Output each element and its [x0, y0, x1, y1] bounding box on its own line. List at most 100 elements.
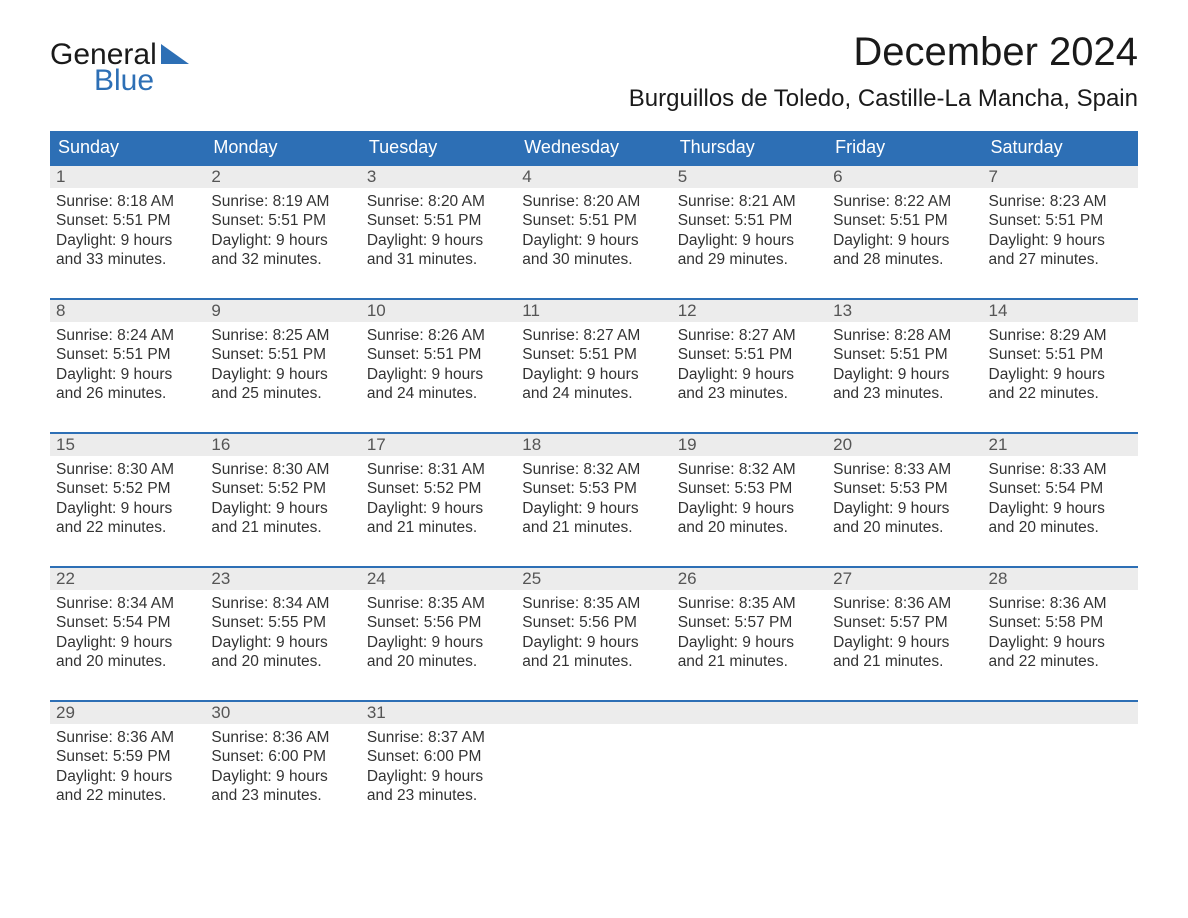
day-number: 29: [50, 702, 205, 724]
sunset-line: Sunset: 5:51 PM: [522, 211, 665, 230]
daylight-line-2: and 23 minutes.: [211, 786, 354, 805]
day-details: Sunrise: 8:21 AMSunset: 5:51 PMDaylight:…: [672, 188, 827, 270]
sunset-line: Sunset: 5:57 PM: [833, 613, 976, 632]
week-row: 29Sunrise: 8:36 AMSunset: 5:59 PMDayligh…: [50, 700, 1138, 820]
daylight-line-2: and 23 minutes.: [833, 384, 976, 403]
sunrise-line: Sunrise: 8:35 AM: [522, 594, 665, 613]
day-header-thu: Thursday: [672, 131, 827, 164]
daylight-line-1: Daylight: 9 hours: [367, 767, 510, 786]
day-details: Sunrise: 8:27 AMSunset: 5:51 PMDaylight:…: [672, 322, 827, 404]
daylight-line-1: Daylight: 9 hours: [367, 365, 510, 384]
day-number: 27: [827, 568, 982, 590]
calendar-cell: 18Sunrise: 8:32 AMSunset: 5:53 PMDayligh…: [516, 434, 671, 552]
day-number: 19: [672, 434, 827, 456]
daylight-line-1: Daylight: 9 hours: [211, 231, 354, 250]
sunset-line: Sunset: 6:00 PM: [367, 747, 510, 766]
daylight-line-1: Daylight: 9 hours: [367, 633, 510, 652]
sunset-line: Sunset: 5:51 PM: [989, 211, 1132, 230]
sunrise-line: Sunrise: 8:36 AM: [989, 594, 1132, 613]
day-details: Sunrise: 8:35 AMSunset: 5:56 PMDaylight:…: [516, 590, 671, 672]
day-number: 24: [361, 568, 516, 590]
daylight-line-1: Daylight: 9 hours: [522, 231, 665, 250]
sunset-line: Sunset: 5:51 PM: [211, 345, 354, 364]
daylight-line-1: Daylight: 9 hours: [522, 499, 665, 518]
sunrise-line: Sunrise: 8:32 AM: [678, 460, 821, 479]
daylight-line-1: Daylight: 9 hours: [56, 767, 199, 786]
day-number: 20: [827, 434, 982, 456]
day-details: Sunrise: 8:25 AMSunset: 5:51 PMDaylight:…: [205, 322, 360, 404]
day-details: Sunrise: 8:33 AMSunset: 5:53 PMDaylight:…: [827, 456, 982, 538]
day-details: Sunrise: 8:26 AMSunset: 5:51 PMDaylight:…: [361, 322, 516, 404]
calendar-cell: 20Sunrise: 8:33 AMSunset: 5:53 PMDayligh…: [827, 434, 982, 552]
sunrise-line: Sunrise: 8:34 AM: [56, 594, 199, 613]
calendar-cell: 27Sunrise: 8:36 AMSunset: 5:57 PMDayligh…: [827, 568, 982, 686]
sunset-line: Sunset: 5:59 PM: [56, 747, 199, 766]
calendar-cell: 22Sunrise: 8:34 AMSunset: 5:54 PMDayligh…: [50, 568, 205, 686]
day-number: 7: [983, 166, 1138, 188]
calendar-cell: 31Sunrise: 8:37 AMSunset: 6:00 PMDayligh…: [361, 702, 516, 820]
calendar-cell: 7Sunrise: 8:23 AMSunset: 5:51 PMDaylight…: [983, 166, 1138, 284]
day-number: 15: [50, 434, 205, 456]
daylight-line-1: Daylight: 9 hours: [989, 633, 1132, 652]
daylight-line-1: Daylight: 9 hours: [522, 365, 665, 384]
daylight-line-2: and 22 minutes.: [56, 786, 199, 805]
daylight-line-2: and 21 minutes.: [367, 518, 510, 537]
sunset-line: Sunset: 5:55 PM: [211, 613, 354, 632]
sunset-line: Sunset: 5:51 PM: [211, 211, 354, 230]
sunset-line: Sunset: 5:51 PM: [56, 345, 199, 364]
calendar-cell: 5Sunrise: 8:21 AMSunset: 5:51 PMDaylight…: [672, 166, 827, 284]
sunset-line: Sunset: 5:51 PM: [833, 211, 976, 230]
day-number: .: [983, 702, 1138, 724]
daylight-line-1: Daylight: 9 hours: [211, 633, 354, 652]
day-number: 21: [983, 434, 1138, 456]
day-details: Sunrise: 8:20 AMSunset: 5:51 PMDaylight:…: [361, 188, 516, 270]
daylight-line-2: and 21 minutes.: [833, 652, 976, 671]
title-block: December 2024 Burguillos de Toledo, Cast…: [629, 30, 1138, 123]
daylight-line-1: Daylight: 9 hours: [833, 231, 976, 250]
day-number: 3: [361, 166, 516, 188]
sunrise-line: Sunrise: 8:31 AM: [367, 460, 510, 479]
daylight-line-2: and 28 minutes.: [833, 250, 976, 269]
calendar-cell: 28Sunrise: 8:36 AMSunset: 5:58 PMDayligh…: [983, 568, 1138, 686]
daylight-line-2: and 20 minutes.: [56, 652, 199, 671]
sunrise-line: Sunrise: 8:33 AM: [989, 460, 1132, 479]
sunrise-line: Sunrise: 8:35 AM: [367, 594, 510, 613]
daylight-line-2: and 20 minutes.: [211, 652, 354, 671]
day-details: Sunrise: 8:33 AMSunset: 5:54 PMDaylight:…: [983, 456, 1138, 538]
day-details: Sunrise: 8:24 AMSunset: 5:51 PMDaylight:…: [50, 322, 205, 404]
calendar-cell: 2Sunrise: 8:19 AMSunset: 5:51 PMDaylight…: [205, 166, 360, 284]
sunrise-line: Sunrise: 8:36 AM: [833, 594, 976, 613]
sunrise-line: Sunrise: 8:28 AM: [833, 326, 976, 345]
day-details: Sunrise: 8:27 AMSunset: 5:51 PMDaylight:…: [516, 322, 671, 404]
sunrise-line: Sunrise: 8:22 AM: [833, 192, 976, 211]
daylight-line-1: Daylight: 9 hours: [56, 231, 199, 250]
day-details: Sunrise: 8:22 AMSunset: 5:51 PMDaylight:…: [827, 188, 982, 270]
logo-text-2: Blue: [94, 66, 189, 96]
calendar-cell: .: [983, 702, 1138, 820]
day-number: 18: [516, 434, 671, 456]
calendar-cell: 4Sunrise: 8:20 AMSunset: 5:51 PMDaylight…: [516, 166, 671, 284]
day-number: 26: [672, 568, 827, 590]
day-details: Sunrise: 8:28 AMSunset: 5:51 PMDaylight:…: [827, 322, 982, 404]
daylight-line-1: Daylight: 9 hours: [678, 365, 821, 384]
sunrise-line: Sunrise: 8:21 AM: [678, 192, 821, 211]
daylight-line-2: and 33 minutes.: [56, 250, 199, 269]
calendar-cell: 19Sunrise: 8:32 AMSunset: 5:53 PMDayligh…: [672, 434, 827, 552]
day-details: Sunrise: 8:35 AMSunset: 5:57 PMDaylight:…: [672, 590, 827, 672]
day-number: 11: [516, 300, 671, 322]
daylight-line-2: and 29 minutes.: [678, 250, 821, 269]
day-number: .: [516, 702, 671, 724]
day-details: Sunrise: 8:36 AMSunset: 6:00 PMDaylight:…: [205, 724, 360, 806]
weeks-container: 1Sunrise: 8:18 AMSunset: 5:51 PMDaylight…: [50, 164, 1138, 820]
day-number: 1: [50, 166, 205, 188]
day-details: Sunrise: 8:36 AMSunset: 5:59 PMDaylight:…: [50, 724, 205, 806]
day-number: 28: [983, 568, 1138, 590]
daylight-line-2: and 32 minutes.: [211, 250, 354, 269]
day-header-sun: Sunday: [50, 131, 205, 164]
day-number: 2: [205, 166, 360, 188]
sunset-line: Sunset: 5:51 PM: [367, 211, 510, 230]
sunset-line: Sunset: 5:51 PM: [56, 211, 199, 230]
calendar-cell: 30Sunrise: 8:36 AMSunset: 6:00 PMDayligh…: [205, 702, 360, 820]
day-details: Sunrise: 8:29 AMSunset: 5:51 PMDaylight:…: [983, 322, 1138, 404]
sunrise-line: Sunrise: 8:33 AM: [833, 460, 976, 479]
